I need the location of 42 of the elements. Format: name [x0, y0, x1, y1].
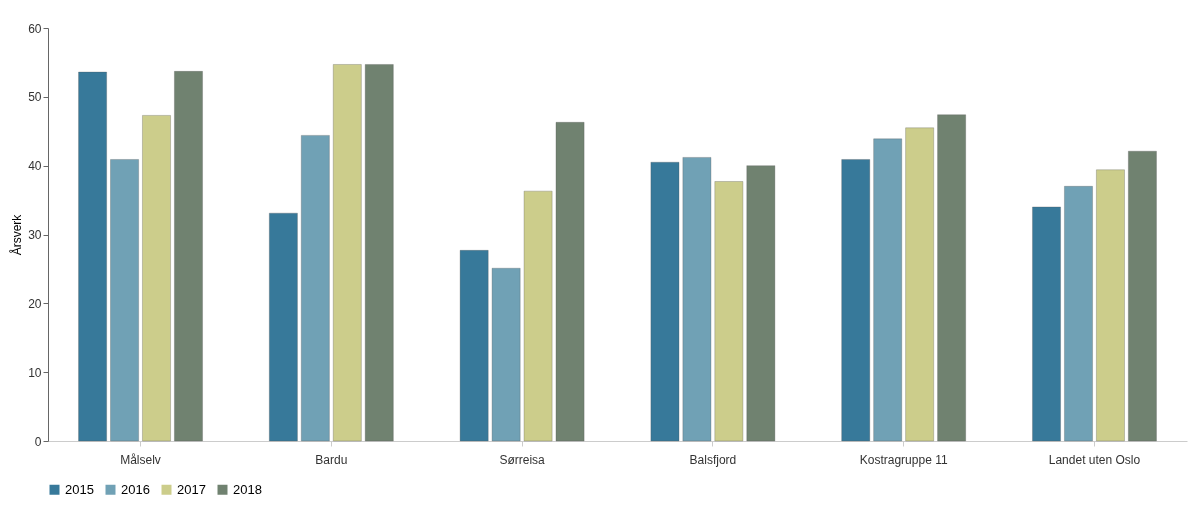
bar — [301, 135, 330, 442]
y-tick-label: 10 — [28, 365, 42, 380]
bar — [364, 64, 394, 442]
bar — [459, 250, 489, 442]
bar — [523, 190, 553, 442]
x-tick-label: Kostragruppe 11 — [859, 452, 948, 467]
bar — [110, 159, 139, 442]
bar — [174, 71, 203, 442]
legend-label: 2015 — [65, 481, 94, 497]
bar — [1032, 206, 1061, 442]
bar — [841, 159, 871, 442]
bar — [269, 212, 298, 442]
bar — [555, 122, 585, 442]
bar — [650, 161, 680, 442]
y-tick-label: 40 — [28, 159, 42, 174]
y-tick-label: 60 — [28, 21, 42, 36]
y-tick-label: 50 — [28, 90, 42, 105]
bar — [1128, 150, 1157, 442]
bar — [873, 138, 903, 442]
bar — [78, 71, 107, 442]
bar — [1096, 169, 1125, 442]
x-tick-label: Sørreisa — [499, 452, 546, 467]
legend-label: 2018 — [233, 481, 262, 497]
x-tick-label: Balsfjord — [689, 452, 737, 467]
x-tick-label: Landet uten Oslo — [1048, 452, 1141, 467]
bar — [937, 114, 966, 442]
bar — [905, 127, 934, 442]
bar — [332, 64, 362, 442]
bar — [1064, 186, 1093, 442]
bar — [491, 267, 521, 442]
y-tick-label: 20 — [28, 296, 42, 311]
y-tick-label: 30 — [28, 228, 42, 242]
bar — [142, 115, 171, 442]
x-tick-label: Målselv — [120, 452, 161, 467]
bar — [682, 157, 712, 442]
legend-label: 2016 — [121, 481, 150, 497]
y-tick-label: 0 — [34, 434, 42, 449]
x-tick-label: Bardu — [315, 452, 348, 467]
bar — [746, 165, 776, 442]
y-axis-title: Årsverk — [9, 213, 25, 256]
bar — [714, 181, 744, 442]
legend-label: 2017 — [177, 481, 206, 497]
